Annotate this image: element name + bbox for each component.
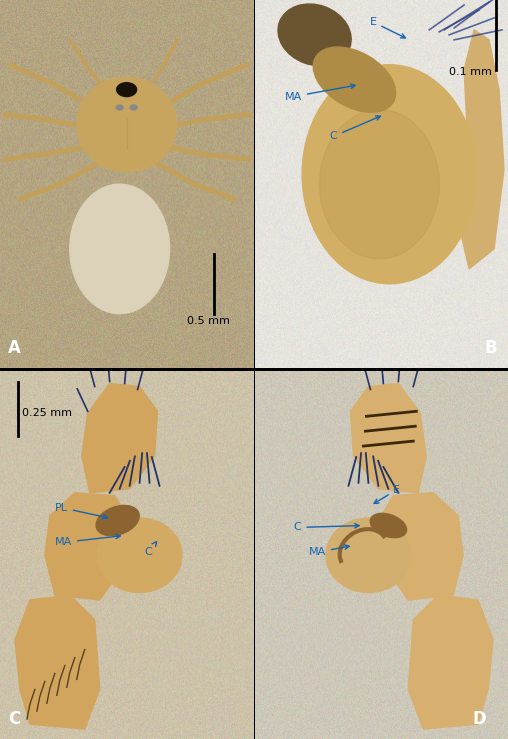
Text: B: B bbox=[484, 339, 497, 358]
Ellipse shape bbox=[97, 518, 182, 593]
Text: MA: MA bbox=[308, 545, 349, 557]
Text: C: C bbox=[330, 116, 380, 141]
Text: MA: MA bbox=[55, 534, 120, 548]
Ellipse shape bbox=[70, 184, 170, 313]
Polygon shape bbox=[15, 595, 100, 729]
Polygon shape bbox=[351, 384, 426, 493]
Polygon shape bbox=[378, 493, 463, 600]
Ellipse shape bbox=[96, 505, 139, 536]
Text: C: C bbox=[8, 710, 20, 728]
Text: 0.5 mm: 0.5 mm bbox=[187, 316, 230, 326]
Ellipse shape bbox=[320, 109, 439, 259]
Ellipse shape bbox=[130, 105, 137, 110]
Text: E: E bbox=[374, 485, 400, 503]
Polygon shape bbox=[462, 30, 504, 269]
Ellipse shape bbox=[278, 4, 351, 66]
Text: 0.25 mm: 0.25 mm bbox=[22, 408, 72, 418]
Polygon shape bbox=[82, 384, 157, 493]
Text: C: C bbox=[145, 542, 156, 557]
Text: C: C bbox=[294, 522, 359, 533]
Text: MA: MA bbox=[284, 84, 355, 101]
Text: D: D bbox=[472, 710, 486, 728]
Ellipse shape bbox=[326, 518, 411, 593]
Ellipse shape bbox=[370, 514, 406, 538]
Text: 0.1 mm: 0.1 mm bbox=[449, 67, 492, 77]
Polygon shape bbox=[408, 595, 493, 729]
Ellipse shape bbox=[116, 105, 123, 110]
Ellipse shape bbox=[117, 83, 137, 97]
Text: A: A bbox=[8, 339, 21, 358]
Ellipse shape bbox=[77, 77, 176, 171]
Text: E: E bbox=[369, 17, 405, 38]
Ellipse shape bbox=[313, 47, 396, 112]
Ellipse shape bbox=[302, 65, 477, 284]
Text: PL: PL bbox=[55, 503, 107, 519]
Polygon shape bbox=[45, 493, 130, 600]
